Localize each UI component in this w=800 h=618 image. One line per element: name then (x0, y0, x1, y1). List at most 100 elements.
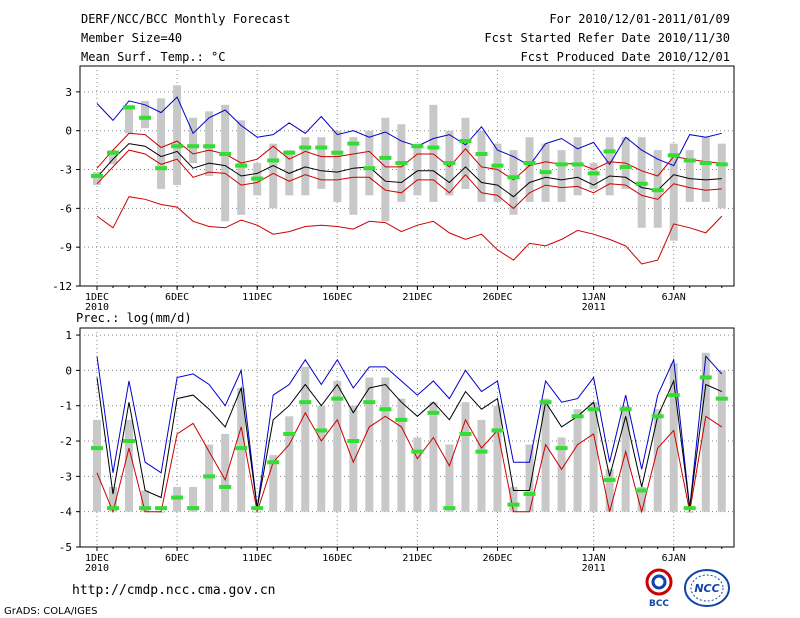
ncc-logo-icon: NCC (684, 569, 730, 607)
temp-series-min (96, 196, 723, 265)
chart-title: DERF/NCC/BCC Monthly Forecast (81, 12, 291, 26)
prec-observed-marker (491, 428, 504, 433)
prec-observed-marker (587, 407, 600, 412)
prec-spread-box (669, 363, 678, 512)
prec-observed-marker (283, 431, 296, 436)
prec-observed-marker (219, 484, 232, 489)
temp-observed-marker (123, 105, 136, 110)
prec-spread-box (541, 398, 550, 512)
temp-observed-marker (699, 161, 712, 166)
prec-plot-frame (79, 327, 735, 548)
temp-ytick-label: -9 (59, 241, 72, 254)
temp-xtick-label: 6DEC (165, 292, 189, 303)
prec-spread-box (525, 444, 534, 512)
prec-spread-box (493, 405, 502, 512)
prec-observed-marker (347, 439, 360, 444)
prec-series-p10 (96, 411, 723, 514)
prec-observed-marker (251, 506, 264, 511)
prec-observed-marker (171, 495, 184, 500)
temp-ytick-label: 0 (65, 125, 72, 138)
prec-observed-marker (603, 477, 616, 482)
produced-date-label: Fcst Produced Date 2010/12/01 (520, 50, 730, 64)
prec-observed-marker (683, 506, 696, 511)
temp-observed-marker (395, 161, 408, 166)
prec-spread-box (93, 419, 101, 512)
prec-spread-box (701, 352, 710, 512)
temp-xtick-label: 16DEC (322, 292, 352, 303)
temp-observed-marker (235, 163, 248, 168)
start-date-label: Fcst Started Refer Date 2010/11/30 (484, 31, 730, 45)
temp-observed-marker (683, 158, 696, 163)
temp-observed-marker (443, 161, 456, 166)
prec-observed-marker (635, 488, 648, 493)
prec-spread-box (589, 402, 598, 512)
prec-xtick-label: 16DEC (322, 553, 352, 564)
prec-xtick-label: 26DEC (482, 553, 512, 564)
prec-xtick-label: 6JAN (662, 553, 686, 564)
prec-xtick-label: 11DEC (242, 553, 272, 564)
temp-spread-box (509, 150, 518, 215)
temp-observed-marker (523, 161, 536, 166)
prec-spread-box (685, 511, 694, 513)
temp-xtick-label: 6JAN (662, 292, 686, 303)
prec-xtick-label: 6DEC (165, 553, 189, 564)
prec-observed-marker (459, 431, 472, 436)
prec-observed-marker (651, 414, 664, 419)
temp-spread-box (685, 150, 694, 202)
temp-spread-box (285, 150, 294, 196)
prec-observed-marker (107, 506, 120, 511)
prec-spread-box (317, 405, 326, 512)
prec-observed-marker (155, 506, 168, 511)
temp-series-p90 (96, 132, 722, 181)
prec-ytick-label: -1 (59, 400, 72, 413)
temp-observed-marker (315, 145, 328, 150)
prec-observed-marker (475, 449, 488, 454)
temp-observed-marker (411, 144, 424, 149)
temp-xtick-label: 26DEC (482, 292, 512, 303)
prec-ytick-label: 0 (65, 364, 72, 377)
temp-observed-marker (603, 149, 616, 154)
temp-observed-marker (91, 174, 103, 178)
prec-spread-box (141, 490, 150, 512)
temp-spread-box (461, 117, 470, 189)
temp-observed-marker (187, 144, 200, 149)
bcc-logo-icon: BCC (645, 568, 673, 608)
temp-ytick-label: -3 (59, 164, 72, 177)
prec-observed-marker (123, 439, 136, 444)
temp-xtick-year: 2011 (582, 302, 606, 313)
temp-observed-marker (667, 153, 680, 158)
temp-spread-box (413, 143, 422, 196)
temp-spread-box (557, 150, 566, 202)
prec-spread-box (621, 405, 630, 512)
prec-xtick-label: 1DEC (85, 553, 109, 564)
temp-spread-box (109, 150, 118, 165)
prec-spread-box (477, 419, 486, 512)
prec-spread-box (269, 455, 278, 512)
temp-spread-box (333, 130, 342, 202)
temp-observed-marker (155, 166, 168, 171)
prec-observed-marker (235, 446, 248, 451)
prec-spread-box (509, 486, 518, 512)
website-link[interactable]: http://cmdp.ncc.cma.gov.cn (72, 583, 276, 598)
prec-ytick-label: -3 (59, 470, 72, 483)
prec-ytick-label: -4 (59, 506, 73, 519)
forecast-period-label: For 2010/12/01-2011/01/09 (549, 12, 730, 26)
prec-spread-box (125, 419, 134, 512)
prec-observed-marker (443, 506, 456, 511)
temp-spread-box (717, 143, 726, 209)
temp-xtick-year: 2010 (85, 302, 109, 313)
prec-observed-marker (555, 446, 568, 451)
prec-spread-box (461, 402, 470, 512)
temp-spread-box (525, 137, 534, 202)
prec-observed-marker (427, 410, 440, 415)
temp-spread-box (157, 98, 166, 189)
temp-observed-marker (107, 150, 120, 155)
prec-observed-marker (667, 393, 680, 398)
prec-spread-box (221, 433, 230, 512)
temp-observed-marker (491, 163, 504, 168)
temp-observed-marker (427, 145, 440, 150)
prec-observed-marker (539, 400, 552, 405)
prec-spread-box (397, 398, 406, 512)
prec-spread-box (253, 511, 262, 513)
